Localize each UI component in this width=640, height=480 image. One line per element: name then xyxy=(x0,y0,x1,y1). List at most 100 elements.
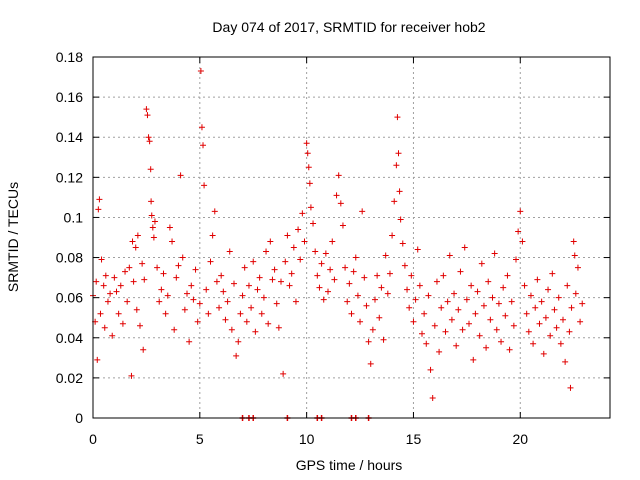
data-point xyxy=(442,328,449,335)
data-point xyxy=(320,296,327,303)
data-point xyxy=(365,338,372,345)
data-point xyxy=(577,318,584,325)
data-point xyxy=(130,278,137,285)
data-point xyxy=(446,252,453,259)
data-point xyxy=(149,224,156,231)
data-point xyxy=(250,258,257,265)
data-point xyxy=(352,254,359,261)
data-point xyxy=(299,210,306,217)
data-point xyxy=(523,310,530,317)
data-point xyxy=(101,324,108,331)
data-point xyxy=(235,338,242,345)
data-point xyxy=(258,310,265,317)
data-point xyxy=(517,208,524,215)
data-point xyxy=(102,272,109,279)
data-point xyxy=(329,238,336,245)
data-point xyxy=(557,340,564,347)
data-point xyxy=(530,340,537,347)
data-point xyxy=(572,290,579,297)
data-point xyxy=(540,350,547,357)
data-point xyxy=(394,114,401,121)
data-point xyxy=(337,200,344,207)
data-point xyxy=(468,282,475,289)
data-point xyxy=(220,288,227,295)
data-point xyxy=(348,310,355,317)
data-point xyxy=(184,290,190,297)
data-point xyxy=(382,252,389,259)
data-point xyxy=(228,326,235,333)
data-point xyxy=(498,338,505,345)
data-point xyxy=(493,326,500,333)
plot-frame xyxy=(92,56,611,419)
data-point xyxy=(273,300,280,307)
data-point xyxy=(147,166,154,173)
data-point xyxy=(527,292,534,299)
data-point xyxy=(396,188,403,195)
data-point xyxy=(408,272,415,279)
data-point xyxy=(148,212,155,219)
data-point xyxy=(567,384,574,391)
y-tick-label: 0.18 xyxy=(56,49,83,65)
data-point xyxy=(542,314,549,321)
data-point xyxy=(117,282,124,289)
data-point xyxy=(480,302,487,309)
data-point xyxy=(414,246,421,253)
data-point xyxy=(133,306,140,313)
data-point xyxy=(325,288,331,295)
data-point xyxy=(295,226,302,233)
data-point xyxy=(483,344,490,351)
data-point xyxy=(363,302,370,309)
data-point xyxy=(226,248,233,255)
data-point xyxy=(404,286,411,293)
data-point xyxy=(96,196,103,203)
data-point xyxy=(455,306,462,313)
data-point xyxy=(171,326,178,333)
data-point xyxy=(322,250,329,257)
data-point xyxy=(207,258,214,265)
data-point xyxy=(538,298,545,305)
data-point xyxy=(553,324,560,331)
data-point xyxy=(335,172,342,179)
data-point xyxy=(504,272,511,279)
data-point xyxy=(241,264,248,271)
data-point xyxy=(525,328,532,335)
data-point xyxy=(95,206,102,213)
data-point xyxy=(506,346,513,353)
data-point xyxy=(448,316,455,323)
data-point xyxy=(166,224,173,231)
data-point xyxy=(190,296,197,303)
data-point xyxy=(256,274,263,281)
data-point xyxy=(288,270,295,277)
data-point xyxy=(466,320,472,327)
data-point xyxy=(453,342,460,349)
data-point xyxy=(175,262,182,269)
data-point xyxy=(431,322,438,329)
data-point xyxy=(146,138,153,145)
data-point xyxy=(181,306,188,313)
data-point xyxy=(485,278,492,285)
data-point xyxy=(564,282,571,289)
data-point xyxy=(350,268,357,275)
data-point xyxy=(263,248,270,255)
data-point xyxy=(489,294,496,301)
data-point xyxy=(94,356,101,363)
grid-lines xyxy=(93,57,610,418)
data-point xyxy=(545,286,552,293)
data-point xyxy=(177,172,184,179)
y-tick-label: 0 xyxy=(75,410,83,426)
data-point xyxy=(265,320,272,327)
data-point xyxy=(248,304,255,311)
data-point xyxy=(502,312,509,319)
data-point xyxy=(158,286,165,293)
data-point xyxy=(560,316,566,323)
data-point xyxy=(305,164,312,171)
data-point xyxy=(342,264,349,271)
data-point xyxy=(140,346,147,353)
data-point xyxy=(160,270,167,277)
data-point xyxy=(145,134,152,141)
data-point xyxy=(555,294,562,301)
data-point xyxy=(139,260,146,267)
data-point xyxy=(216,304,223,311)
data-point xyxy=(474,288,481,295)
data-point xyxy=(224,298,231,305)
